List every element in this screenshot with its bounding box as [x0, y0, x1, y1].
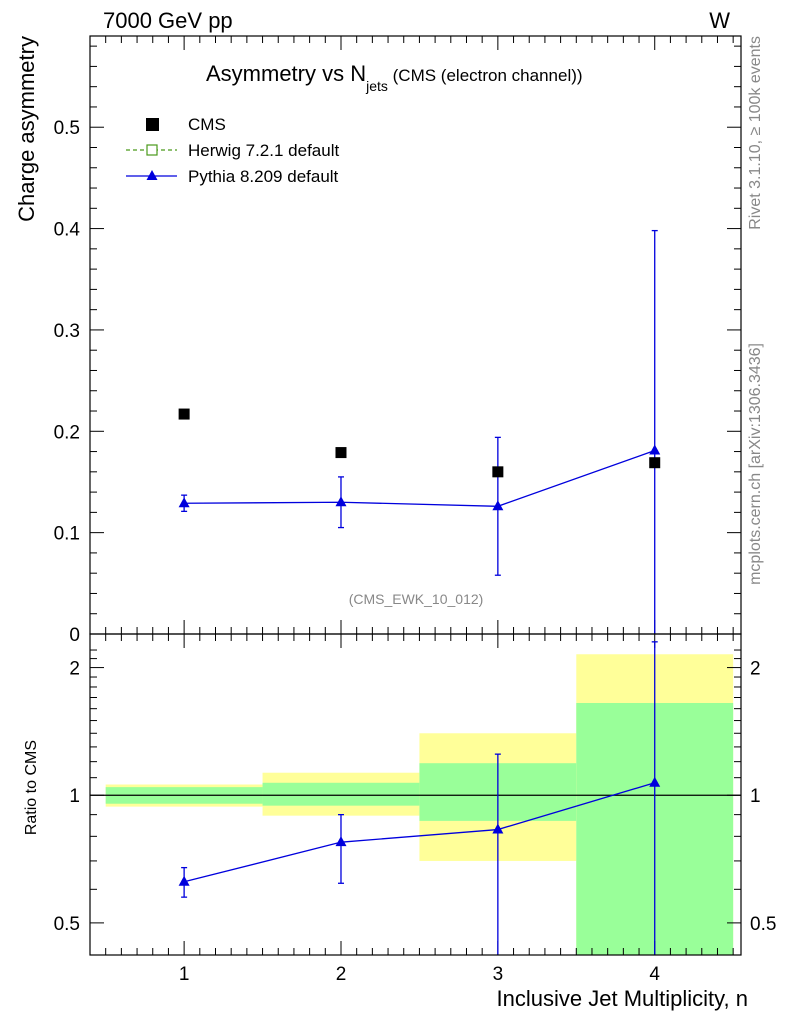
cms-data-point [178, 408, 190, 420]
rivet-label: Rivet 3.1.10, ≥ 100k events [747, 36, 764, 230]
main-y-tick-label: 0 [69, 625, 80, 646]
analysis-watermark: (CMS_EWK_10_012) [349, 591, 484, 607]
ratio-pythia-point [178, 875, 190, 886]
pythia-point [649, 444, 661, 455]
legend-herwig-label: Herwig 7.2.1 default [188, 141, 339, 160]
ratio-y-tick-label-right: 0.5 [750, 914, 776, 935]
ratio-y-axis-label: Ratio to CMS [23, 740, 40, 835]
pythia-point [178, 497, 190, 508]
main-y-tick-label: 0.3 [54, 321, 80, 342]
main-y-tick-label: 0.1 [54, 524, 80, 545]
main-y-tick-label: 0.5 [54, 118, 80, 139]
x-tick-label: 4 [649, 964, 660, 985]
header-left: 7000 GeV pp [103, 8, 233, 33]
ratio-band-inner [262, 782, 420, 806]
main-y-tick-label: 0.4 [54, 220, 81, 241]
legend-herwig-marker [146, 144, 158, 156]
legend: CMS Herwig 7.2.1 default Pythia 8.209 de… [126, 115, 339, 186]
ratio-pythia-point [492, 823, 504, 834]
x-tick-label: 2 [336, 964, 347, 985]
ratio-y-tick-label: 1 [69, 786, 80, 807]
plot-title: Asymmetry vs Njets (CMS (electron channe… [206, 61, 583, 94]
legend-pythia-label: Pythia 8.209 default [188, 167, 339, 186]
x-tick-label: 3 [493, 964, 504, 985]
legend-cms-label: CMS [188, 115, 226, 134]
ratio-panel-frame [89, 633, 742, 956]
x-tick-label: 1 [179, 964, 190, 985]
ratio-y-tick-label-right: 2 [750, 659, 761, 680]
pythia-point [492, 500, 504, 511]
ratio-y-tick-label: 0.5 [54, 914, 80, 935]
x-axis-label: Inclusive Jet Multiplicity, n [497, 986, 748, 1011]
main-y-axis-label: Charge asymmetry [14, 36, 39, 222]
main-y-tick-label: 0.2 [54, 422, 80, 443]
legend-pythia-marker [146, 170, 158, 180]
ratio-y-tick-label: 2 [69, 659, 80, 680]
ratio-pythia-point [649, 776, 661, 787]
cms-data-point [335, 447, 347, 459]
ratio-pythia-line [183, 782, 655, 883]
ratio-y-tick-label-right: 1 [750, 786, 761, 807]
legend-cms-marker [146, 118, 159, 131]
header-right: W [709, 8, 730, 33]
cms-data-point [492, 466, 504, 478]
pythia-line [184, 449, 655, 507]
ratio-pythia-point [335, 836, 347, 847]
mcplots-label: mcplots.cern.ch [arXiv:1306.3436] [747, 343, 764, 585]
cms-data-point [649, 457, 661, 469]
pythia-point [335, 496, 347, 507]
